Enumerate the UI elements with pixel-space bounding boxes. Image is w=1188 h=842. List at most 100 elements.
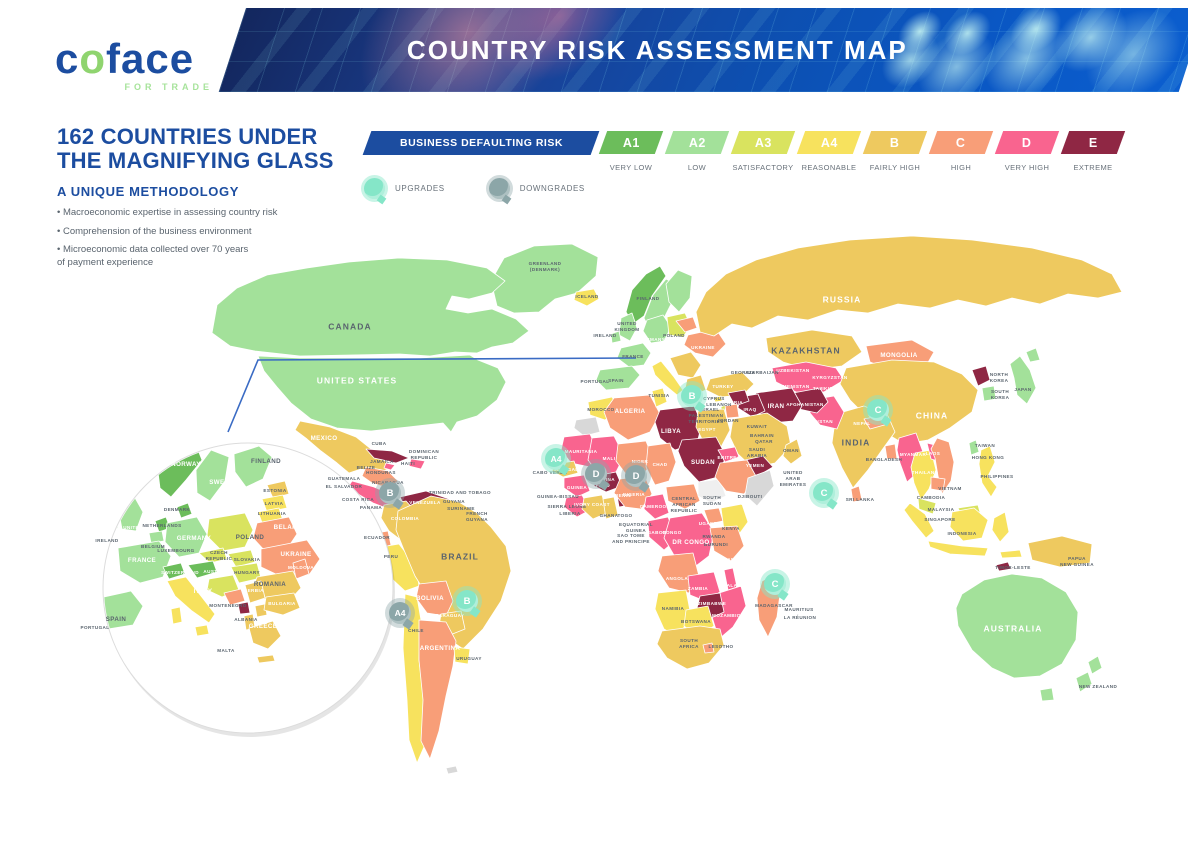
- region-bolivia: [415, 580, 454, 617]
- legend-swatch-A2: A2 LOW: [664, 131, 730, 172]
- region-uruguay: [453, 646, 471, 665]
- coface-logo: coface FOR TRADE: [55, 35, 215, 93]
- legend-swatch-color: C: [928, 131, 994, 154]
- region-sulawesi: [991, 511, 1010, 543]
- region-somalia: [744, 469, 775, 507]
- region-norway-main: [625, 265, 667, 325]
- region-madagascar: [756, 574, 781, 638]
- legend-change-markers: UPGRADES DOWNGRADES: [364, 178, 629, 199]
- region-new-zealand-south: [1075, 671, 1093, 693]
- region-central-asia: [771, 361, 845, 393]
- region-saudi-arabia: [729, 412, 792, 469]
- region-i-crete: [256, 654, 276, 664]
- intro-subheading: A UNIQUE METHODOLOGY: [57, 184, 239, 200]
- region-malaysia: [917, 497, 937, 515]
- region-jordan: [724, 403, 740, 419]
- region-germany-main: [642, 314, 672, 344]
- region-hispaniola: [408, 458, 426, 470]
- region-i-montenegro: [237, 601, 251, 615]
- region-bangladesh: [884, 443, 898, 460]
- region-vietnam: [930, 437, 955, 495]
- legend-category-label: HIGH: [950, 163, 972, 172]
- region-malawi: [723, 567, 738, 591]
- region-western-sahara: [573, 416, 601, 437]
- europe-inset-regions: [87, 444, 321, 664]
- region-ireland-main: [610, 330, 622, 344]
- region-eritrea: [717, 446, 740, 463]
- region-i-poland: [206, 512, 254, 552]
- legend-swatch-color: E: [1060, 131, 1126, 154]
- legend-categories: A1 VERY LOW A2 LOW A3 SATISFACTORY A4 REASONABL…: [598, 131, 1126, 172]
- region-senegal: [551, 460, 579, 478]
- region-cyprus: [713, 395, 723, 403]
- region-guinea: [563, 474, 591, 498]
- upgrade-bubble-icon: [364, 178, 385, 199]
- region-i-france: [117, 540, 172, 584]
- region-italy-main: [651, 360, 684, 396]
- magnifier-connector-line: [227, 357, 637, 433]
- legend-category-label: EXTREME: [1073, 163, 1113, 172]
- methodology-bullet: Microeconomic data collected over 70 yea…: [57, 243, 369, 270]
- region-new-zealand-north: [1087, 655, 1103, 675]
- page-title: COUNTRY RISK ASSESSMENT MAP: [406, 34, 908, 65]
- downgrade-bubble-icon: [488, 178, 510, 199]
- region-iceland: [573, 288, 600, 307]
- region-philippines: [978, 445, 998, 498]
- legend-category-label: REASONABLE: [801, 163, 857, 172]
- region-i-spain: [104, 590, 144, 630]
- region-i-portugal: [87, 603, 98, 629]
- region-australia: [955, 573, 1079, 679]
- coface-logo-word: coface: [55, 35, 195, 82]
- region-i-sweden: [195, 449, 230, 502]
- region-south-africa: [656, 625, 725, 670]
- region-i-switzerland: [162, 562, 186, 580]
- region-tanzania: [709, 525, 745, 562]
- legend-swatch-color: A3: [730, 131, 796, 154]
- region-syria: [727, 389, 750, 407]
- region-i-greece: [248, 620, 282, 650]
- region-north-korea: [971, 365, 991, 387]
- region-i-bosnia: [223, 588, 246, 606]
- legend-swatch-color: A2: [664, 131, 730, 154]
- methodology-bullet: Macroeconomic expertise in assessing cou…: [57, 206, 369, 219]
- legend-swatch-D: D VERY HIGH: [994, 131, 1060, 172]
- region-i-macedonia: [254, 603, 268, 618]
- region-java: [927, 540, 989, 557]
- region-lesser-sunda: [999, 549, 1023, 559]
- region-sudan: [677, 436, 727, 483]
- methodology-list: Macroeconomic expertise in assessing cou…: [57, 206, 369, 269]
- region-i-estonia: [266, 480, 290, 499]
- region-i-czech: [198, 547, 228, 564]
- region-hokkaido: [1025, 347, 1041, 363]
- bubble-label: DOWNGRADES: [519, 184, 585, 193]
- region-sumatra: [903, 502, 935, 539]
- region-i-sardinia: [170, 606, 183, 625]
- legend-category-label: LOW: [687, 163, 707, 172]
- region-timor-leste: [995, 561, 1012, 572]
- region-i-italy: [166, 576, 216, 624]
- region-argentina: [418, 619, 457, 760]
- region-ivory-coast: [581, 494, 608, 520]
- legend-swatch-A1: A1 VERY LOW: [598, 131, 664, 172]
- logo-o-swirl: o: [79, 35, 107, 82]
- legend-swatch-color: A1: [598, 131, 664, 154]
- region-papua-new-guinea: [1027, 535, 1093, 568]
- region-central-african-republic: [665, 483, 701, 510]
- region-japan: [1009, 355, 1037, 405]
- region-i-denmark: [176, 502, 193, 519]
- region-greenland: [490, 243, 599, 314]
- legend-swatch-B: B FAIRLY HIGH: [862, 131, 928, 172]
- region-ghana: [602, 496, 619, 520]
- region-i-belgium: [148, 530, 165, 544]
- region-i-moldova: [292, 558, 310, 580]
- region-tasmania: [1039, 687, 1055, 702]
- region-taiwan: [968, 439, 980, 456]
- legend-title-bar: BUSINESS DEFAULTING RISK: [362, 131, 600, 155]
- legend-swatch-color: B: [862, 131, 928, 154]
- region-mexico: [294, 420, 393, 474]
- region-i-serbia: [244, 580, 266, 604]
- legend-category-label: FAIRLY HIGH: [869, 163, 921, 172]
- region-cambodia: [930, 476, 946, 492]
- region-brazil: [395, 495, 512, 650]
